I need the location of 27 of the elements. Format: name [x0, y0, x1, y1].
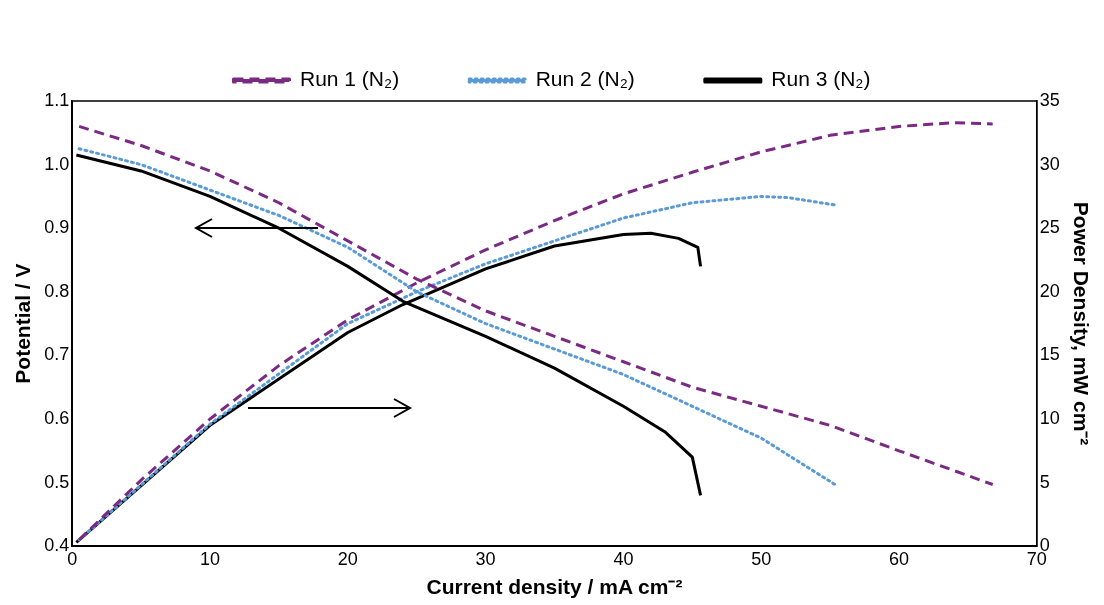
y-tick-label: 0.7	[44, 344, 70, 365]
legend-label: Run 1 (N₂)	[299, 67, 400, 91]
y-tick-label: 0.6	[44, 407, 70, 428]
x-tick-label: 40	[613, 548, 634, 569]
x-axis-title: Current density / mA cm⁻²	[426, 575, 683, 599]
x-tick-label: 50	[751, 548, 772, 569]
x-tick-label: 0	[67, 548, 78, 569]
x-tick-label: 30	[475, 548, 496, 569]
y2-tick-label: 15	[1039, 344, 1060, 365]
legend-label: Run 3 (N₂)	[771, 67, 871, 91]
y-axis-title: Potential / V	[11, 263, 35, 384]
y-tick-label: 1.1	[44, 89, 70, 110]
y2-tick-label: 35	[1039, 89, 1060, 110]
x-tick-label: 60	[888, 548, 909, 569]
y-tick-label: 1.0	[44, 153, 70, 174]
y2-tick-label: 25	[1039, 217, 1060, 238]
y2-tick-label: 30	[1039, 153, 1060, 174]
x-tick-label: 20	[337, 548, 358, 569]
y2-tick-label: 10	[1039, 407, 1060, 428]
y-tick-label: 0.8	[44, 280, 70, 301]
y-tick-label: 0.9	[44, 217, 70, 238]
y2-tick-label: 5	[1039, 471, 1050, 492]
legend-label: Run 2 (N₂)	[535, 67, 635, 91]
y-tick-label: 0.5	[44, 471, 70, 492]
y2-axis-title: Power Density, mW cm⁻²	[1069, 201, 1093, 446]
y2-tick-label: 20	[1039, 280, 1060, 301]
x-tick-label: 10	[200, 548, 221, 569]
